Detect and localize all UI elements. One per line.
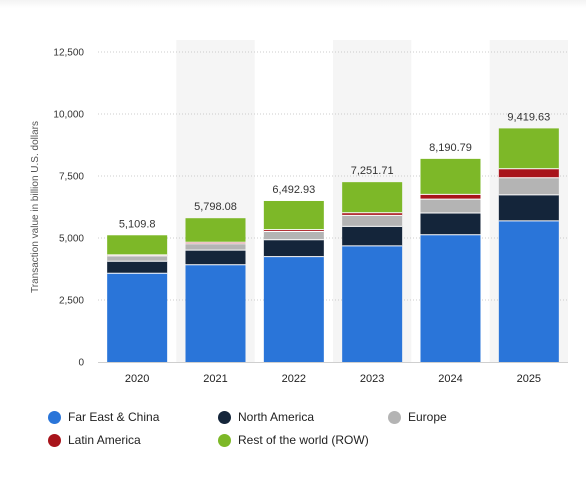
legend-label-rest-of-world: Rest of the world (ROW) [238, 433, 369, 447]
bar-segment-latin-america-2022[interactable] [263, 229, 324, 232]
bar-segment-latin-america-2021[interactable] [185, 242, 246, 244]
x-tick-label-2020: 2020 [125, 373, 149, 385]
y-tick-label: 0 [78, 358, 84, 369]
total-label-2020: 5,109.8 [119, 218, 156, 230]
bar-segment-far-east-china-2025[interactable] [498, 220, 559, 362]
y-tick-label: 10,000 [53, 110, 84, 121]
total-label-2025: 9,419.63 [507, 111, 550, 123]
bar-segment-rest-of-the-world-row--2023[interactable] [342, 182, 403, 213]
bar-segment-europe-2024[interactable] [420, 199, 481, 213]
y-axis-label: Transaction value in billion U.S. dollar… [30, 121, 41, 293]
legend-label-far-east-china: Far East & China [68, 410, 160, 424]
bar-segment-europe-2023[interactable] [342, 215, 403, 227]
y-tick-label: 12,500 [53, 48, 84, 59]
x-tick-label-2024: 2024 [438, 373, 462, 385]
bar-segment-latin-america-2025[interactable] [498, 168, 559, 178]
total-label-2022: 6,492.93 [272, 184, 315, 196]
y-tick-label: 2,500 [59, 296, 84, 307]
bar-segment-north-america-2023[interactable] [342, 226, 403, 246]
legend-swatch-europe [388, 410, 401, 424]
x-tick-label-2022: 2022 [282, 373, 306, 385]
bar-segment-far-east-china-2024[interactable] [420, 234, 481, 362]
bar-segment-europe-2025[interactable] [498, 177, 559, 195]
legend-item-europe[interactable]: Europe [388, 410, 447, 424]
bar-segment-north-america-2021[interactable] [185, 250, 246, 265]
bar-segment-north-america-2024[interactable] [420, 212, 481, 235]
legend-swatch-north-america [218, 410, 231, 424]
legend-item-north-america[interactable]: North America [218, 410, 314, 424]
legend-label-latin-america: Latin America [68, 433, 141, 447]
total-label-2024: 8,190.79 [429, 142, 472, 154]
top-divider [0, 0, 586, 8]
bar-segment-rest-of-the-world-row--2022[interactable] [263, 200, 324, 230]
x-tick-label-2023: 2023 [360, 373, 384, 385]
bar-segment-far-east-china-2023[interactable] [342, 245, 403, 362]
legend-swatch-rest-of-world [218, 433, 231, 447]
x-tick-label-2025: 2025 [517, 373, 541, 385]
bar-segment-rest-of-the-world-row--2021[interactable] [185, 218, 246, 243]
bar-segment-north-america-2025[interactable] [498, 194, 559, 221]
y-tick-label: 7,500 [59, 172, 84, 183]
bar-segment-europe-2020[interactable] [107, 255, 168, 262]
bar-segment-far-east-china-2020[interactable] [107, 273, 168, 362]
bar-segment-rest-of-the-world-row--2025[interactable] [498, 128, 559, 169]
bar-segment-latin-america-2024[interactable] [420, 194, 481, 200]
legend-label-europe: Europe [408, 410, 447, 424]
y-tick-label: 5,000 [59, 234, 84, 245]
legend-label-north-america: North America [238, 410, 315, 424]
bar-segment-latin-america-2023[interactable] [342, 212, 403, 216]
bar-segment-north-america-2020[interactable] [107, 261, 168, 274]
legend-item-far-east-china[interactable]: Far East & China [48, 410, 159, 424]
bar-segment-europe-2021[interactable] [185, 243, 246, 251]
chart-legend: Far East & China North America Europe La… [48, 410, 568, 458]
legend-item-rest-of-world[interactable]: Rest of the world (ROW) [218, 433, 369, 447]
total-label-2023: 7,251.71 [351, 165, 394, 177]
bar-chart: 0 2,500 5,000 7,500 10,000 12,500 Transaction … [30, 47, 568, 385]
bar-segment-far-east-china-2021[interactable] [185, 264, 246, 362]
legend-swatch-far-east-china [48, 410, 61, 424]
total-label-2021: 5,798.08 [194, 201, 237, 213]
bar-segment-rest-of-the-world-row--2020[interactable] [107, 235, 168, 255]
legend-swatch-latin-america [48, 433, 61, 447]
bar-segment-europe-2022[interactable] [263, 231, 324, 240]
x-tick-label-2021: 2021 [203, 373, 227, 385]
bar-segment-north-america-2022[interactable] [263, 239, 324, 257]
bar-segment-rest-of-the-world-row--2024[interactable] [420, 158, 481, 195]
legend-item-latin-america[interactable]: Latin America [48, 433, 141, 447]
bar-segment-far-east-china-2022[interactable] [263, 256, 324, 362]
